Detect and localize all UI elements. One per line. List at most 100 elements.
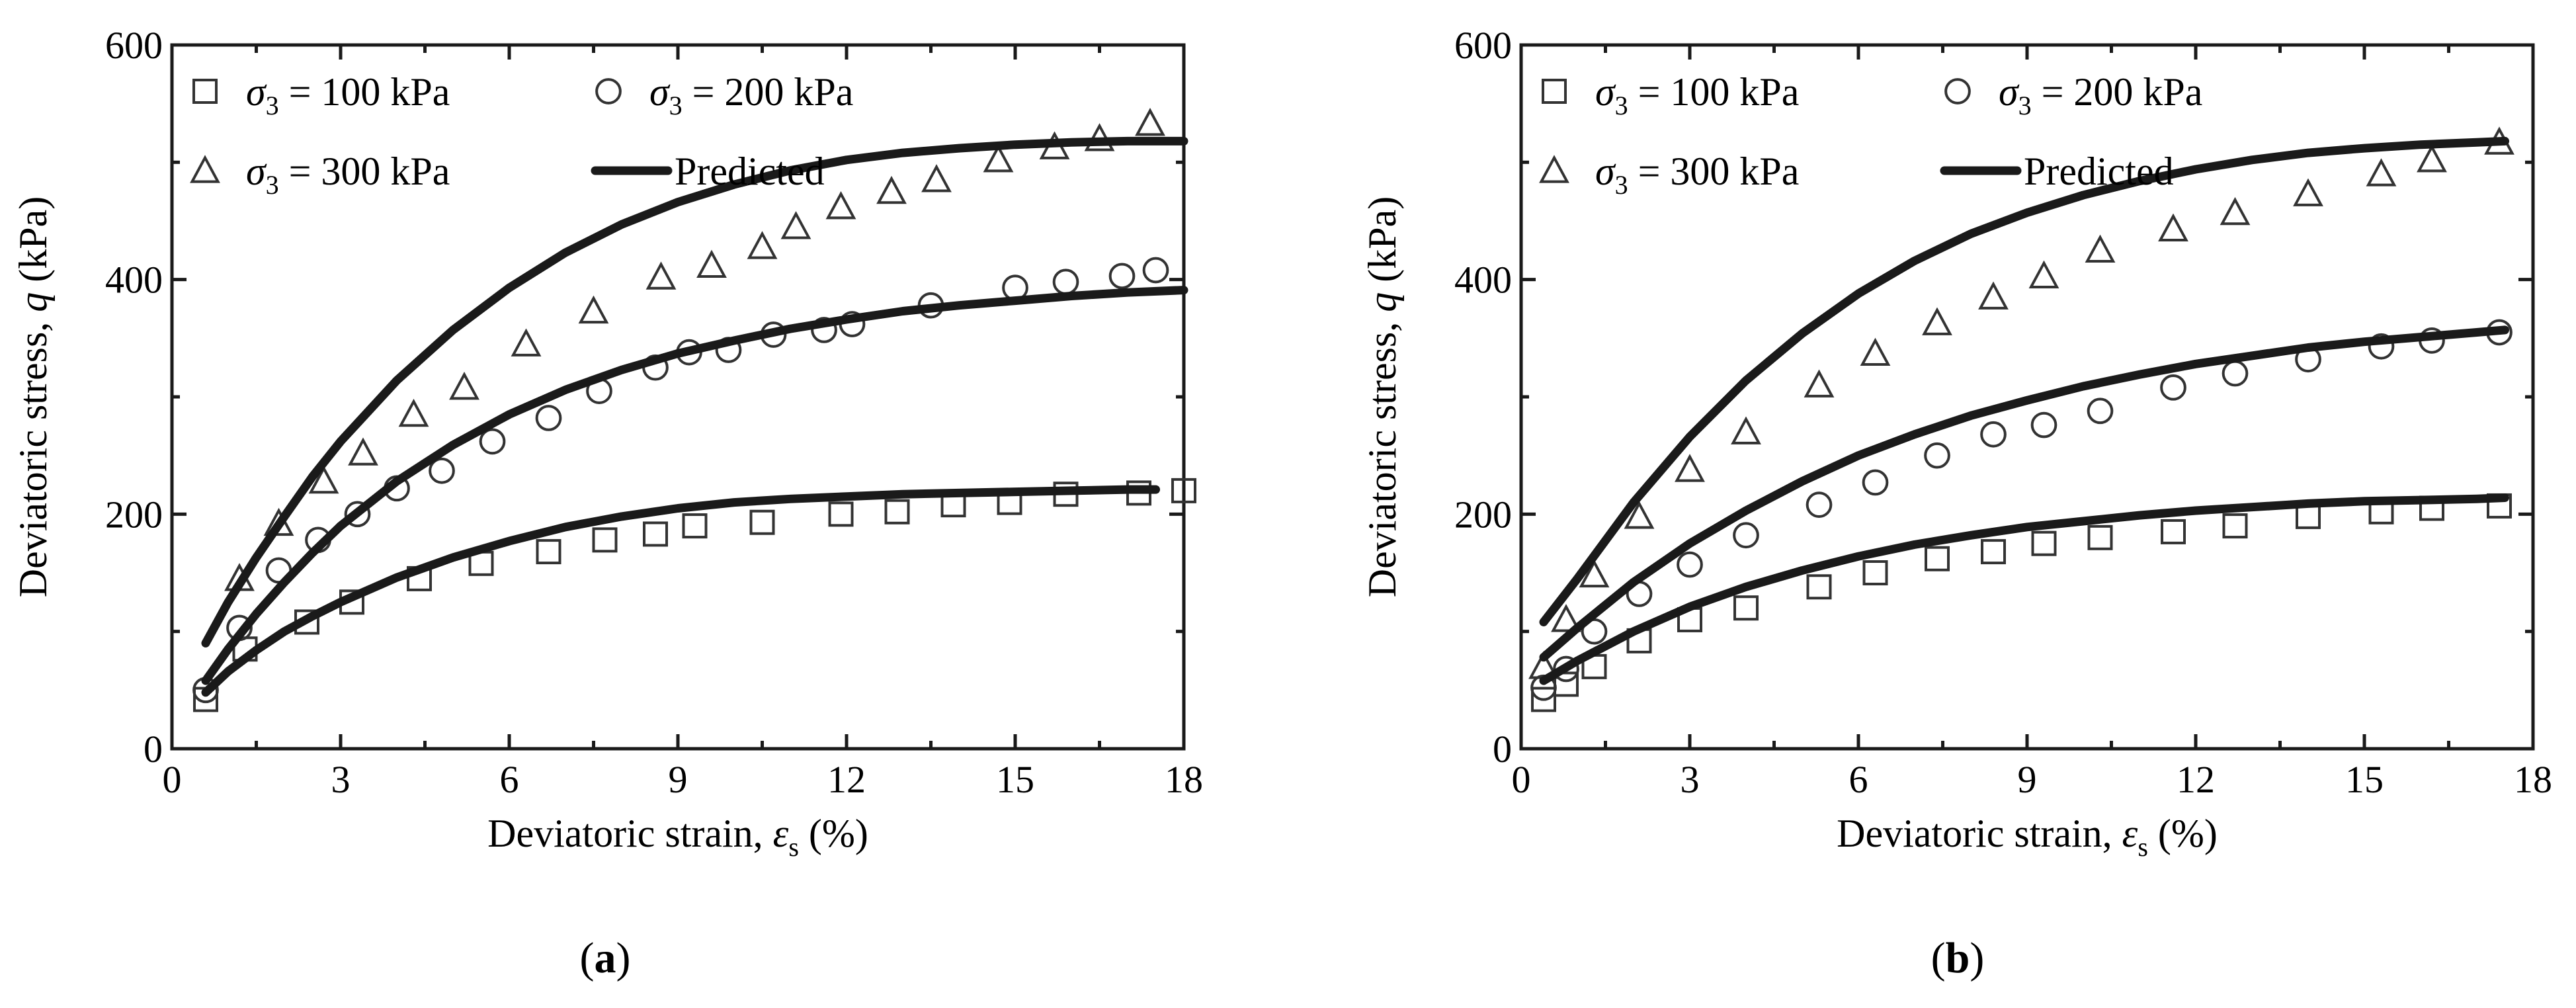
data-point-triangle (1978, 281, 2009, 310)
y-axis-title: Deviatoric stress, q (kPa) (11, 196, 55, 598)
predicted-curve (1539, 136, 2509, 626)
data-point-circle (1806, 491, 1833, 518)
legend-marker-circle (595, 78, 622, 105)
legend-label: Predicted (675, 149, 825, 193)
data-point-circle (1553, 655, 1579, 683)
y-axis-title: Deviatoric stress, q (kPa) (1360, 196, 1404, 598)
data-point-square (682, 513, 708, 539)
legend-marker-triangle (190, 155, 220, 183)
x-tick-label: 9 (2018, 758, 2037, 801)
data-point-square (1981, 539, 2006, 565)
data-point-triangle (1675, 454, 1705, 482)
data-point-triangle (1922, 307, 1952, 335)
series-triangle (1528, 126, 2514, 679)
legend-label: Predicted (2024, 149, 2174, 193)
legend: σ3 = 100 kPa σ3 = 200 kPa σ3 = 300 kPa Pred… (190, 70, 853, 200)
series-circle (1530, 319, 2513, 701)
data-point-circle (2368, 333, 2395, 360)
data-point-square (1806, 574, 1832, 600)
legend-label: σ3 = 300 kPa (1595, 149, 1799, 200)
series-circle (192, 257, 1169, 704)
data-point-triangle (696, 249, 727, 278)
x-tick-label: 15 (2345, 758, 2384, 801)
data-point-triangle (876, 175, 907, 204)
x-tick-label: 0 (1512, 758, 1531, 801)
data-point-square (536, 539, 561, 565)
y-tick-label: 200 (1454, 493, 1512, 536)
y-tick-label: 600 (105, 24, 163, 67)
legend-marker-triangle (1539, 155, 1569, 183)
data-point-triangle (2293, 178, 2323, 206)
data-point-circle (1052, 269, 1079, 296)
data-point-square (2161, 519, 2186, 544)
data-point-square (2087, 525, 2113, 550)
x-tick-label: 3 (1681, 758, 1700, 801)
data-point-square (1171, 478, 1196, 503)
data-point-triangle (825, 190, 856, 220)
data-point-circle (1980, 421, 2007, 448)
x-axis-title: Deviatoric strain, εs (%) (487, 812, 868, 862)
data-point-circle (1924, 442, 1950, 469)
data-point-triangle (2028, 260, 2059, 288)
data-point-circle (2222, 360, 2249, 387)
data-point-triangle (348, 437, 378, 466)
predicted-curve (201, 136, 1188, 648)
x-axis-title: Deviatoric strain, εs (%) (1837, 812, 2218, 862)
data-point-square (2222, 513, 2248, 539)
data-point-triangle (2085, 234, 2116, 263)
y-tick-label: 200 (105, 493, 163, 536)
data-point-triangle (1860, 337, 1891, 366)
legend-marker-circle (1944, 78, 1971, 105)
data-point-square (643, 521, 668, 547)
y-tick-label: 400 (105, 259, 163, 302)
data-point-triangle (1731, 416, 1761, 444)
y-tick-label: 400 (1454, 259, 1512, 302)
legend-label: σ3 = 100 kPa (1595, 70, 1799, 120)
data-point-circle (2160, 374, 2186, 401)
data-point-circle (2087, 398, 2114, 425)
legend-label: σ3 = 200 kPa (649, 70, 853, 120)
data-point-circle (1108, 263, 1136, 290)
data-point-square (1733, 595, 1759, 621)
data-point-triangle (398, 398, 429, 427)
data-point-circle (479, 428, 506, 455)
data-point-circle (811, 317, 837, 343)
data-point-triangle (747, 231, 778, 259)
data-point-triangle (2220, 196, 2251, 226)
x-tick-label: 15 (996, 758, 1034, 801)
data-point-triangle (449, 372, 479, 400)
data-point-triangle (921, 164, 952, 192)
data-point-circle (1733, 522, 1759, 549)
legend-label: σ3 = 300 kPa (246, 149, 450, 200)
x-tick-label: 6 (1849, 758, 1868, 801)
predicted-curve (201, 286, 1188, 685)
data-point-triangle (780, 211, 811, 239)
legend-marker-square (192, 79, 218, 104)
data-point-triangle (1804, 369, 1835, 398)
y-tick-label: 600 (1454, 24, 1512, 67)
data-point-circle (535, 405, 562, 431)
x-tick-label: 18 (1165, 758, 1203, 801)
predicted-curve (1539, 493, 2509, 685)
legend: σ3 = 100 kPa σ3 = 200 kPa σ3 = 300 kPa Pred… (1539, 70, 2202, 200)
data-point-circle (1677, 551, 1703, 578)
y-tick-label: 0 (144, 728, 163, 771)
x-tick-label: 9 (669, 758, 688, 801)
y-tick-label: 0 (1493, 728, 1512, 771)
x-tick-label: 3 (331, 758, 351, 801)
data-point-square (1862, 560, 1888, 585)
data-point-triangle (308, 465, 339, 494)
x-tick-label: 12 (2177, 758, 2215, 801)
data-point-square (884, 499, 910, 525)
data-point-triangle (1579, 559, 1610, 588)
x-tick-label: 0 (163, 758, 182, 801)
data-point-triangle (645, 261, 677, 290)
data-point-square (1531, 687, 1556, 712)
chart-panel-a: 0 3 6 9 12 15 18 0 200 400 600 Deviatoric strain, ε… (11, 24, 1203, 982)
data-point-triangle (1624, 501, 1655, 529)
data-point-square (828, 501, 854, 527)
data-point-square (1925, 546, 1950, 571)
series-square (193, 478, 1196, 712)
